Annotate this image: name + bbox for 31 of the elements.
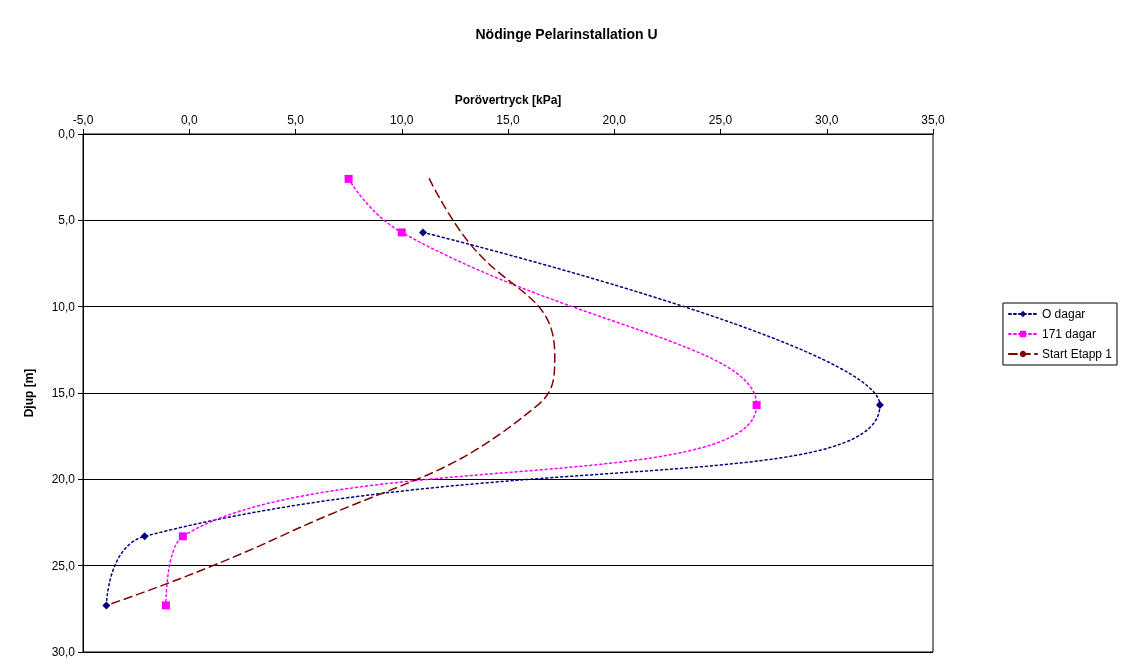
- y-tick-label: 5,0: [58, 213, 76, 228]
- y-tick-label: 15,0: [51, 386, 76, 400]
- x-tick-label: 5,0: [287, 113, 305, 127]
- point: [102, 601, 111, 610]
- chart-title: Nödinge Pelarinstallation U: [475, 26, 658, 42]
- x-tick-label: 30,0: [815, 113, 839, 127]
- legend-label: O dagar: [1041, 307, 1086, 321]
- y-tick-label: 20,0: [51, 472, 76, 487]
- y-tick-label: 30,0: [51, 645, 76, 659]
- x-tick-label: -5,0: [72, 113, 94, 127]
- y-tick-label: 0,0: [58, 127, 76, 141]
- point: [178, 532, 187, 541]
- point: [140, 532, 149, 541]
- y-tick-label: 25,0: [51, 558, 76, 573]
- y-tick-label: 10,0: [51, 299, 76, 314]
- y-axis-title: Djup [m]: [22, 368, 36, 418]
- point: [344, 174, 353, 183]
- x-tick-label: 0,0: [180, 113, 198, 127]
- x-axis-title: Porövertryck [kPa]: [454, 93, 562, 107]
- x-tick-label: 35,0: [921, 113, 945, 127]
- x-tick-label: 25,0: [708, 113, 733, 127]
- x-tick-label: 10,0: [390, 113, 414, 127]
- point: [397, 228, 406, 237]
- x-tick-label: 20,0: [602, 113, 627, 127]
- legend-label: Start Etapp 1: [1041, 347, 1113, 361]
- x-tick-label: 15,0: [496, 113, 520, 127]
- point: [752, 401, 761, 410]
- point: [875, 401, 884, 410]
- point: [419, 228, 427, 237]
- point: [161, 601, 170, 610]
- legend-label: 171 dagar: [1041, 327, 1097, 341]
